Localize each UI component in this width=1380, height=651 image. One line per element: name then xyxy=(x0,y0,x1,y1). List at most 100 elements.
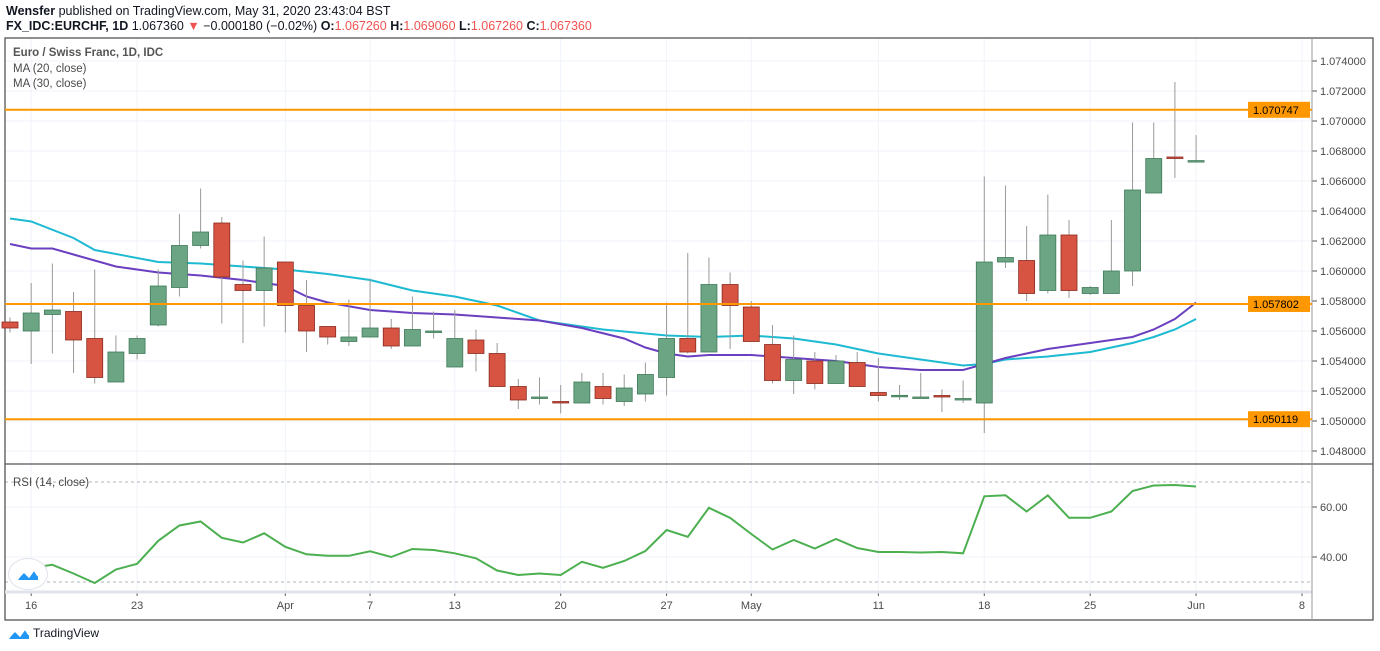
candle-body xyxy=(1102,270,1120,294)
y-tick-label: 1.052000 xyxy=(1320,386,1366,398)
candle-body xyxy=(912,396,930,399)
candle-down xyxy=(848,352,866,387)
low-value: 1.067260 xyxy=(470,19,523,33)
candle-up xyxy=(954,380,972,403)
candle-body xyxy=(86,338,104,378)
price-level-badge xyxy=(1248,101,1310,118)
candle-up xyxy=(912,373,930,399)
author[interactable]: Wensfer xyxy=(6,4,56,18)
candle-body xyxy=(742,306,760,342)
ma30-legend[interactable]: MA (30, close) xyxy=(13,78,87,90)
candle-body xyxy=(43,309,61,315)
tradingview-logo-icon xyxy=(8,627,30,639)
candle-body xyxy=(869,392,887,396)
candle-body xyxy=(785,359,803,381)
candle-body xyxy=(806,360,824,384)
candle-up xyxy=(361,278,379,338)
down-arrow-icon: ▼ xyxy=(187,19,200,33)
candle-body xyxy=(1124,189,1141,272)
candle-up xyxy=(1187,135,1205,163)
candle-body xyxy=(1145,158,1163,194)
price-level-badge xyxy=(1248,411,1310,428)
candle-down xyxy=(298,280,315,352)
candle-body xyxy=(997,257,1014,263)
candle-down xyxy=(1060,220,1078,298)
candle-body xyxy=(488,353,506,387)
candle-body xyxy=(658,338,675,378)
candle-down xyxy=(742,301,760,342)
candle-up xyxy=(22,283,40,364)
tradingview-badge-icon[interactable] xyxy=(8,558,48,590)
candle-down xyxy=(467,329,485,372)
x-tick-label: 11 xyxy=(873,600,884,612)
candle-up xyxy=(1102,220,1120,294)
candle-down xyxy=(933,389,951,412)
footer-brand[interactable]: TradingView xyxy=(33,626,100,640)
candle-up xyxy=(149,269,167,327)
candle-up xyxy=(425,311,443,339)
candle-body xyxy=(65,311,82,341)
y-tick-label: 1.074000 xyxy=(1320,56,1366,68)
candle-body xyxy=(573,381,591,404)
candle-body xyxy=(1018,260,1036,294)
y-tick-label: 1.070000 xyxy=(1320,116,1366,128)
candle-body xyxy=(171,245,188,288)
y-tick-label: 1.072000 xyxy=(1320,86,1366,98)
rsi-tick-label: 40.00 xyxy=(1320,552,1348,564)
candle-up xyxy=(827,355,845,384)
candle-up xyxy=(43,263,61,354)
close-value: 1.067360 xyxy=(539,19,592,33)
x-tick-label: 7 xyxy=(367,600,373,612)
price-level-label: 1.070747 xyxy=(1253,105,1299,117)
x-tick-label: Apr xyxy=(277,600,294,612)
candle-down xyxy=(234,260,252,343)
high-value: 1.069060 xyxy=(403,19,456,33)
ma20-legend[interactable]: MA (20, close) xyxy=(13,63,87,75)
candle-body xyxy=(637,374,654,395)
candle-up xyxy=(1124,122,1141,286)
candle-down xyxy=(721,272,739,349)
candle-up xyxy=(255,236,273,327)
candle-body xyxy=(319,326,337,338)
candle-body xyxy=(192,231,210,246)
low-label: L: xyxy=(459,19,471,33)
rsi-legend[interactable]: RSI (14, close) xyxy=(13,477,90,489)
candle-body xyxy=(1081,287,1099,294)
candle-up xyxy=(446,310,464,368)
rsi-line xyxy=(9,483,1197,585)
x-tick-label: May xyxy=(741,600,762,612)
symbol: FX_IDC:EURCHF, 1D xyxy=(6,19,129,33)
candle-body xyxy=(848,362,866,387)
candle-up xyxy=(340,299,358,346)
symbol-line: FX_IDC:EURCHF, 1D 1.067360 ▼ −0.000180 (… xyxy=(6,19,592,33)
y-tick-label: 1.054000 xyxy=(1320,356,1366,368)
price-change: −0.000180 (−0.02%) xyxy=(203,19,318,33)
x-tick-label: 16 xyxy=(25,600,37,612)
y-tick-label: 1.056000 xyxy=(1320,326,1366,338)
candle-down xyxy=(509,379,527,409)
candle-body xyxy=(298,305,315,332)
candle-body xyxy=(1166,156,1184,159)
publish-info: published on TradingView.com, May 31, 20… xyxy=(58,4,391,18)
chart-title: Euro / Swiss Franc, 1D, IDC xyxy=(13,47,164,59)
candle-body xyxy=(509,386,527,401)
chart-frame xyxy=(4,37,1374,621)
candle-body xyxy=(764,344,781,381)
x-tick-label: 27 xyxy=(660,600,672,612)
candle-body xyxy=(213,222,231,278)
candle-body xyxy=(933,395,951,398)
candle-up xyxy=(573,373,591,404)
high-label: H: xyxy=(390,19,404,33)
x-tick-label: 23 xyxy=(131,600,143,612)
y-tick-label: 1.058000 xyxy=(1320,296,1366,308)
candle-down xyxy=(382,319,400,349)
x-tick-label: 18 xyxy=(978,600,990,612)
rsi-tick-label: 60.00 xyxy=(1320,502,1348,514)
candle-down xyxy=(319,326,337,345)
candle-down xyxy=(1,317,19,333)
candle-up xyxy=(658,302,675,396)
y-tick-label: 1.060000 xyxy=(1320,266,1366,278)
candle-down xyxy=(806,352,824,390)
